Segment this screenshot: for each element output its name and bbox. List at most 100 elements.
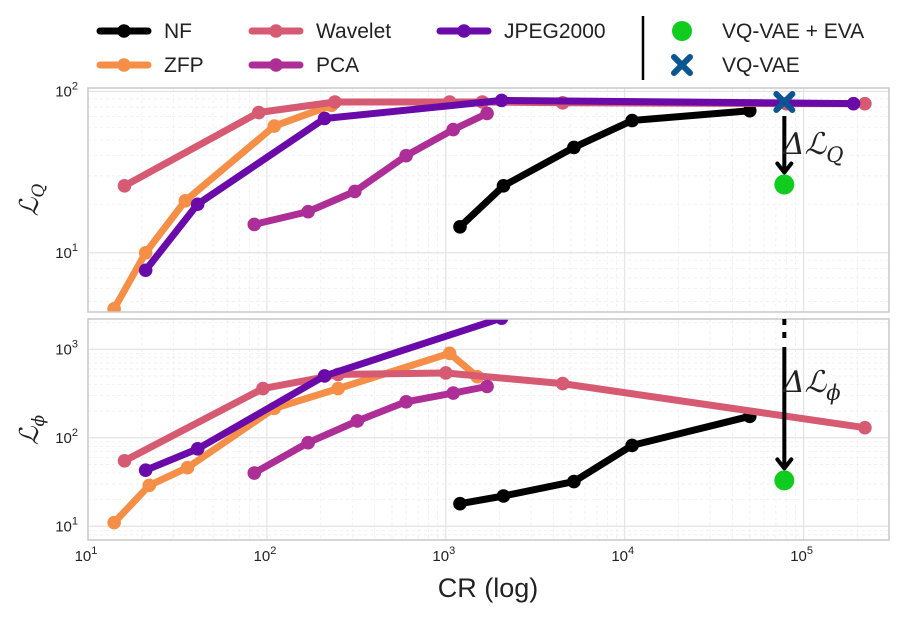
point-vq-vae-eva	[774, 470, 795, 491]
series-line-jpeg2000	[142, 319, 505, 474]
point-pca	[446, 386, 461, 400]
legend-marker	[269, 58, 283, 72]
point-wavelet	[439, 366, 453, 380]
legend-item-nf: NF	[96, 20, 192, 43]
x-tick-exp: 2	[270, 545, 276, 557]
legend-item-vq-vae-eva: VQ-VAE + EVA	[672, 20, 864, 43]
point-nf	[453, 496, 467, 511]
point-zfp	[142, 478, 157, 493]
point-zfp	[107, 302, 121, 312]
point-jpeg2000	[494, 319, 509, 325]
point-pca	[480, 379, 494, 394]
point-nf	[625, 113, 639, 128]
plot-area-phi	[88, 319, 889, 540]
point-pca	[399, 395, 413, 409]
y-tick-exp: 1	[72, 515, 78, 527]
series-group-q	[107, 93, 872, 312]
x-tick-label: 103	[432, 545, 455, 565]
y-axis-label-phi: ℒϕ	[15, 414, 49, 445]
point-nf	[453, 219, 467, 234]
x-tick-exp: 1	[91, 545, 97, 557]
point-zfp	[267, 119, 282, 133]
point-jpeg2000	[494, 93, 509, 108]
y-axis-label-main: ℒ	[15, 425, 45, 445]
point-pca	[247, 217, 262, 232]
point-wavelet	[117, 453, 132, 468]
legend-marker	[117, 24, 131, 38]
legend-label: ZFP	[164, 54, 204, 77]
x-tick-exp: 5	[807, 545, 813, 557]
point-jpeg2000	[846, 96, 861, 111]
point-nf	[567, 474, 581, 489]
legend-item-wavelet: Wavelet	[248, 20, 391, 43]
legend-marker	[457, 24, 471, 38]
legend-label: PCA	[316, 54, 359, 77]
x-tick-base: 10	[432, 548, 449, 565]
legend-item-pca: PCA	[248, 54, 359, 77]
point-pca	[247, 466, 262, 480]
point-jpeg2000	[190, 442, 205, 456]
point-nf	[496, 179, 511, 193]
point-zfp	[138, 246, 153, 260]
x-axis-label: CR (log)	[438, 573, 539, 603]
axes-frame-phi	[87, 318, 890, 541]
point-pca	[301, 204, 315, 219]
arrow-head	[775, 161, 794, 175]
delta-annotation-q: ΔℒQ	[782, 127, 844, 167]
y-tick-label: 101	[55, 515, 78, 535]
point-zfp	[107, 515, 121, 530]
y-tick-exp: 2	[72, 427, 78, 439]
legend-label: Wavelet	[316, 20, 391, 43]
point-pca	[301, 435, 315, 450]
legend-label: VQ-VAE + EVA	[722, 20, 864, 43]
point-vq-vae	[773, 90, 796, 113]
y-tick-label: 101	[55, 242, 78, 262]
y-tick-base: 10	[55, 83, 72, 100]
point-zfp	[180, 460, 195, 475]
delta-annotation-sub: ϕ	[826, 381, 840, 405]
point-nf	[742, 103, 757, 118]
point-zfp	[178, 194, 193, 208]
point-zfp	[331, 381, 345, 396]
y-tick-base: 10	[55, 430, 72, 447]
y-tick-exp: 1	[72, 242, 78, 254]
legend-marker	[269, 24, 283, 38]
y-tick-base: 10	[55, 518, 72, 535]
y-tick-label: 103	[55, 338, 78, 358]
point-nf	[625, 438, 639, 453]
legend-cross	[671, 54, 693, 76]
y-axis-label-q: ℒQ	[15, 184, 49, 217]
point-jpeg2000	[317, 111, 332, 126]
point-nf	[567, 140, 581, 155]
y-axis-label-sub: Q	[29, 184, 49, 198]
cross-stroke	[773, 90, 796, 113]
point-pca	[348, 184, 362, 199]
y-tick-exp: 3	[72, 338, 78, 350]
y-tick-base: 10	[55, 341, 72, 358]
legend-item-jpeg2000: JPEG2000	[436, 20, 606, 43]
point-wavelet	[858, 96, 872, 111]
point-wavelet	[117, 179, 132, 193]
legend-label: VQ-VAE	[722, 54, 800, 77]
delta-arrow-phi	[775, 319, 794, 471]
x-tick-base: 10	[254, 548, 271, 565]
y-tick-label: 102	[55, 80, 78, 100]
legend-item-zfp: ZFP	[96, 54, 204, 77]
x-tick-base: 10	[75, 548, 92, 565]
x-tick-label: 105	[790, 545, 813, 565]
point-vq-vae-eva	[774, 174, 795, 195]
legend-marker	[117, 58, 131, 72]
x-tick-label: 104	[611, 545, 634, 565]
series-line-wavelet	[121, 369, 869, 465]
legend: NF ZFP Wavelet PCA JPEG2000 VQ-VAE + EVA VQ-VA…	[96, 16, 864, 80]
x-tick-exp: 4	[628, 545, 634, 557]
point-jpeg2000	[138, 463, 153, 478]
legend-marker	[672, 21, 692, 41]
x-tick-base: 10	[790, 548, 807, 565]
point-wavelet	[858, 420, 872, 435]
legend-label: JPEG2000	[504, 20, 606, 43]
